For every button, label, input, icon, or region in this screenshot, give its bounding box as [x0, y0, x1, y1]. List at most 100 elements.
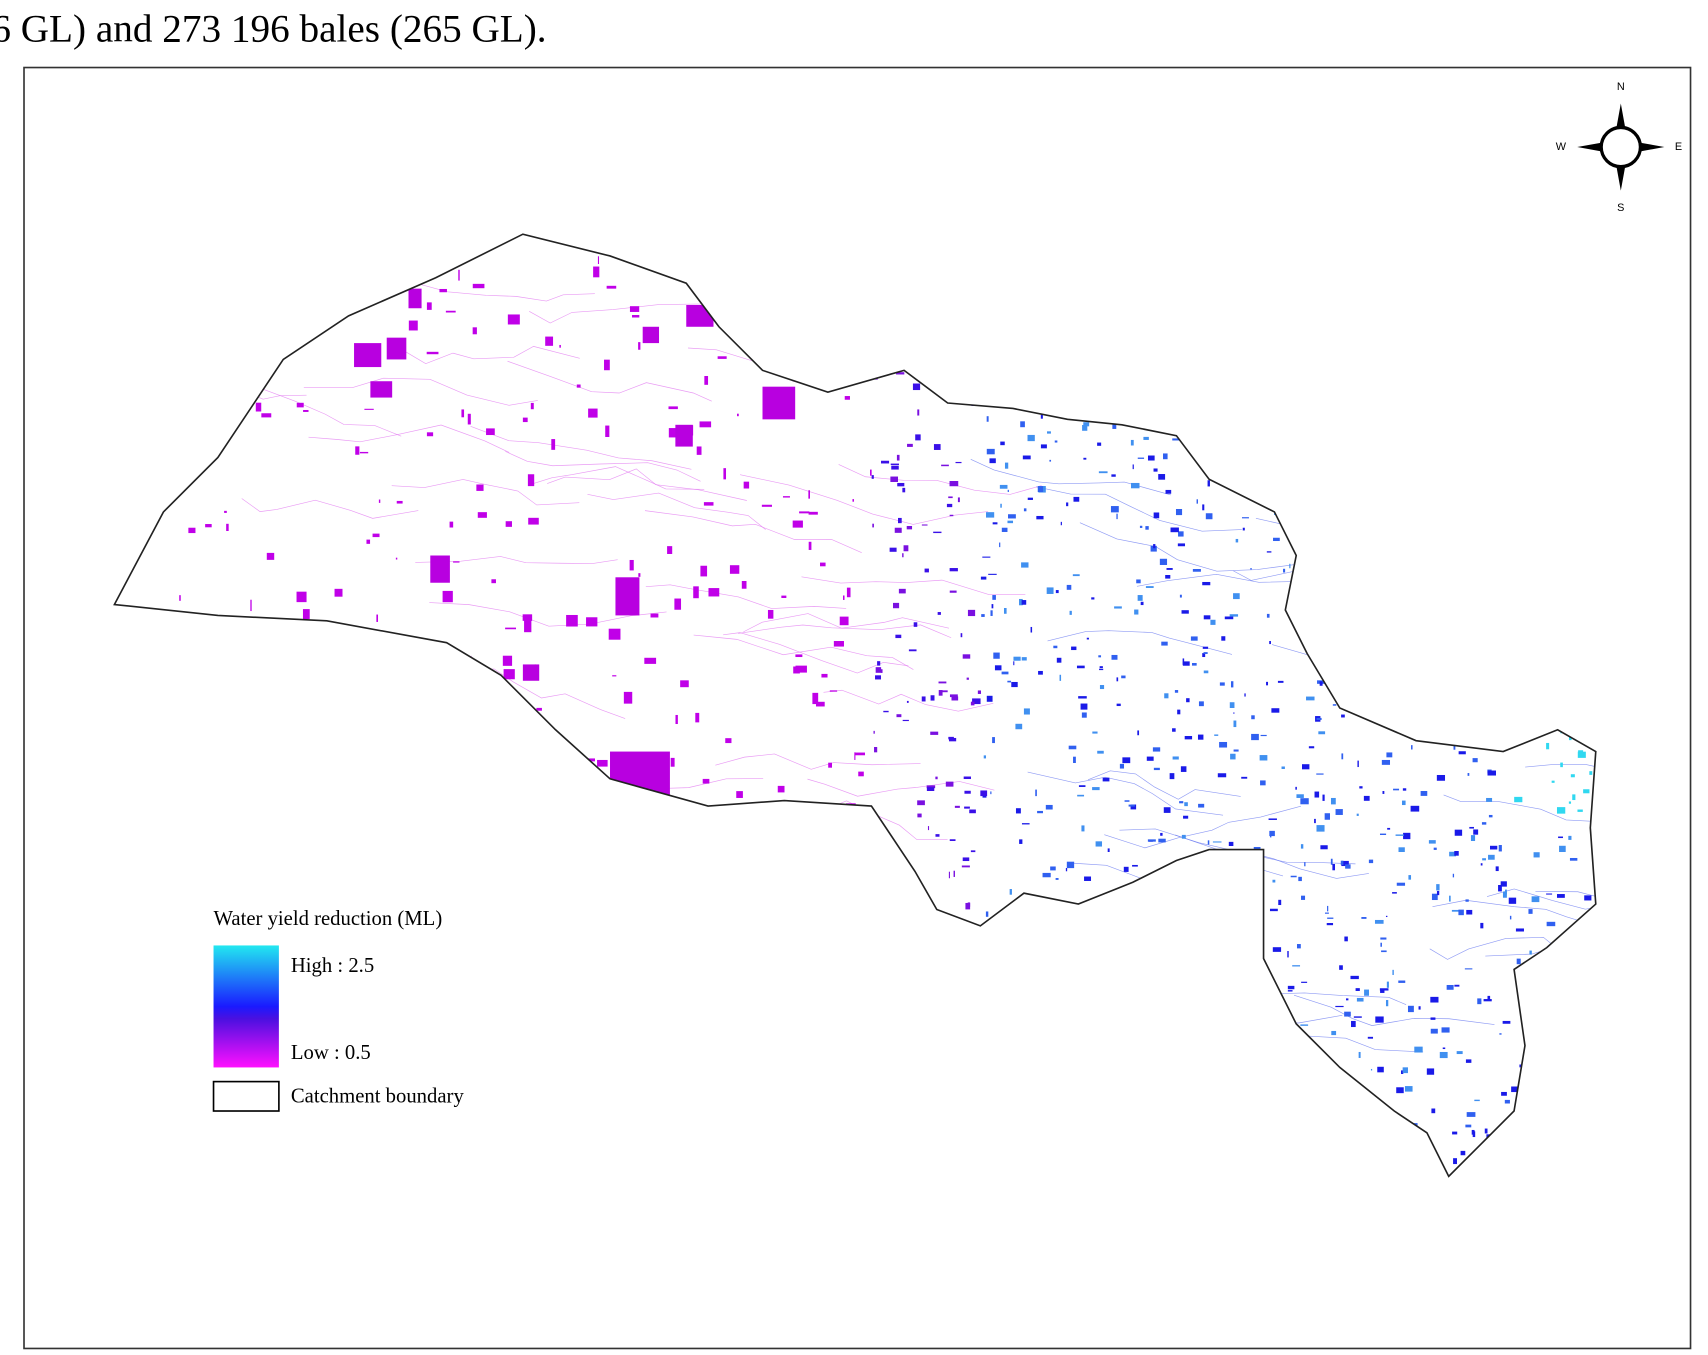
yield-patch — [530, 402, 534, 410]
yield-patch — [1558, 1123, 1566, 1130]
yield-patch — [959, 1129, 967, 1132]
yield-patch — [1117, 988, 1123, 994]
yield-patch — [1487, 995, 1491, 1001]
yield-patch — [1179, 916, 1182, 921]
yield-patch — [429, 602, 667, 627]
yield-patch — [650, 903, 660, 916]
yield-patch — [587, 492, 766, 530]
yield-patch — [922, 332, 927, 339]
yield-patch — [926, 259, 933, 266]
yield-patch — [1060, 969, 1067, 976]
yield-patch — [953, 870, 955, 877]
yield-patch — [1385, 1127, 1388, 1134]
yield-patch — [1116, 306, 1121, 308]
yield-patch — [1161, 300, 1169, 303]
yield-patch — [1136, 579, 1141, 584]
yield-patch — [303, 724, 312, 731]
yield-patch — [205, 524, 212, 528]
yield-patch — [957, 1058, 966, 1064]
yield-patch — [1501, 619, 1507, 622]
yield-patch — [1112, 293, 1118, 296]
yield-patch — [929, 347, 937, 354]
yield-patch — [195, 626, 204, 628]
yield-patch — [949, 568, 958, 572]
compass-s: S — [1617, 202, 1624, 214]
yield-patch — [1241, 1152, 1250, 1156]
yield-patch — [1055, 1017, 1061, 1021]
yield-patch — [1413, 491, 1587, 525]
yield-patch — [1367, 1036, 1374, 1039]
yield-patch — [1331, 1030, 1337, 1036]
yield-patch — [1540, 693, 1544, 700]
yield-patch — [300, 805, 310, 811]
yield-patch — [502, 655, 513, 666]
yield-patch — [1411, 642, 1415, 648]
yield-patch — [968, 1182, 972, 1187]
yield-patch — [439, 288, 447, 293]
yield-patch — [898, 517, 902, 524]
yield-patch — [915, 434, 921, 441]
yield-patch — [507, 314, 520, 325]
yield-patch — [1196, 421, 1200, 426]
yield-patch — [930, 731, 939, 735]
yield-patch — [478, 786, 485, 796]
yield-patch — [1205, 264, 1209, 267]
yield-patch — [308, 424, 510, 453]
yield-patch — [155, 880, 163, 886]
yield-patch — [1190, 317, 1193, 320]
yield-patch — [1539, 1023, 1546, 1028]
yield-patch — [1137, 457, 1145, 459]
yield-patch — [1097, 442, 1102, 446]
yield-patch — [482, 1109, 495, 1121]
yield-patch — [1049, 1023, 1057, 1030]
yield-patch — [1461, 544, 1465, 549]
yield-patch — [1273, 1094, 1279, 1101]
yield-patch — [1551, 780, 1555, 783]
compass-e: E — [1675, 141, 1682, 153]
yield-patch — [1145, 526, 1149, 530]
yield-patch — [990, 791, 992, 795]
yield-patch — [313, 798, 325, 805]
yield-patch — [1011, 681, 1018, 688]
yield-patch — [912, 383, 921, 391]
yield-patch — [1205, 513, 1213, 520]
yield-patch — [963, 776, 971, 780]
yield-patch — [1516, 277, 1521, 284]
yield-patch — [1549, 1002, 1554, 1005]
yield-patch — [889, 547, 897, 552]
yield-patch — [917, 800, 925, 806]
yield-patch — [182, 405, 189, 417]
yield-patch — [1053, 645, 1058, 649]
yield-patch — [162, 296, 172, 305]
yield-patch — [674, 598, 682, 610]
yield-patch — [1300, 844, 1304, 849]
yield-patch — [1466, 601, 1474, 608]
yield-patch — [1012, 380, 1019, 382]
yield-patch — [184, 1086, 192, 1090]
yield-patch — [945, 781, 954, 787]
yield-patch — [1076, 665, 1085, 669]
yield-patch — [1162, 355, 1169, 359]
yield-patch — [866, 291, 873, 300]
yield-patch — [1269, 641, 1271, 645]
yield-patch — [1172, 756, 1179, 760]
yield-patch — [1561, 242, 1564, 247]
yield-patch — [1111, 960, 1118, 966]
yield-patch — [678, 1034, 689, 1045]
yield-patch — [1207, 320, 1214, 323]
yield-patch — [1211, 427, 1214, 431]
yield-patch — [1409, 654, 1412, 661]
yield-patch — [1429, 411, 1438, 416]
yield-patch — [967, 1076, 977, 1079]
yield-patch — [1214, 1025, 1220, 1027]
yield-patch — [1177, 709, 1181, 715]
yield-patch — [461, 409, 465, 418]
yield-patch — [269, 298, 276, 310]
yield-patch — [1354, 642, 1363, 648]
yield-patch — [1473, 551, 1478, 556]
yield-patch — [1374, 415, 1384, 420]
yield-patch — [1202, 653, 1206, 658]
yield-patch — [875, 675, 882, 680]
yield-patch — [1130, 295, 1136, 299]
yield-patch — [900, 982, 908, 989]
